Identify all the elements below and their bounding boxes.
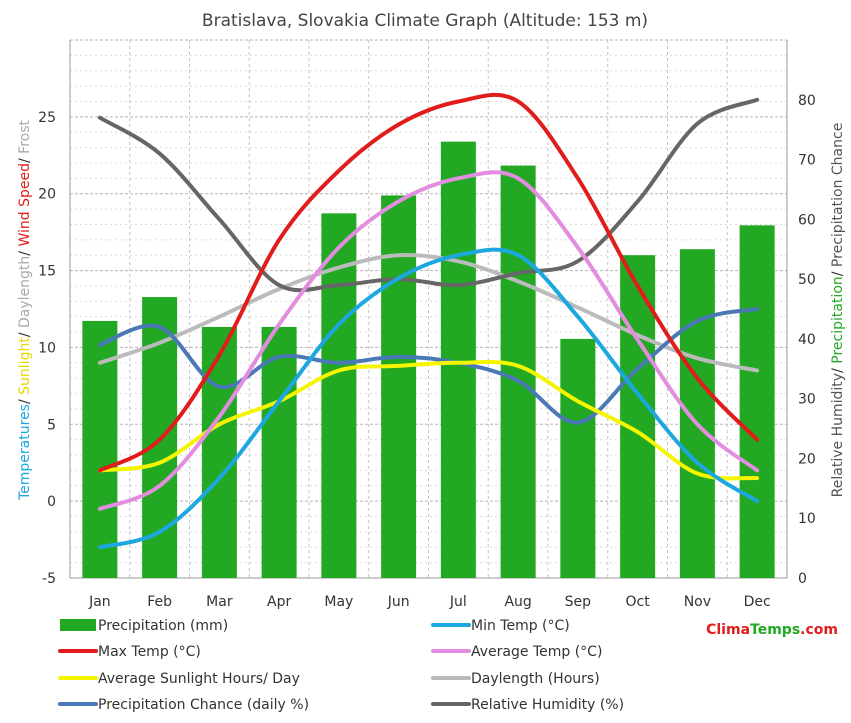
left-axis-label-part-3: / — [17, 328, 33, 337]
right-tick-label: 80 — [798, 93, 816, 109]
line-daylength-hours — [97, 252, 760, 373]
line-average-sunlight-hours-day — [97, 359, 760, 481]
chart-title: Bratislava, Slovakia Climate Graph (Alti… — [202, 11, 648, 31]
gridlines — [69, 39, 788, 579]
right-tick-label: 20 — [798, 451, 816, 467]
left-tick-label: 5 — [47, 417, 56, 433]
legend-item-max-temp-c[interactable]: Max Temp (°C) — [58, 644, 201, 660]
legend-label: Min Temp (°C) — [471, 618, 570, 634]
left-axis-ticks: -5 0 5 10 15 20 25 — [38, 110, 56, 587]
legend-item-average-temp-c[interactable]: Average Temp (°C) — [431, 644, 602, 660]
x-tick-label-mar: Mar — [206, 594, 233, 610]
left-tick-label: 25 — [38, 110, 56, 126]
left-axis-label-part-1: / — [17, 395, 33, 404]
left-tick-label: 10 — [38, 340, 56, 356]
series-lines — [97, 92, 760, 550]
left-axis-label-part-5: / — [17, 247, 33, 256]
x-tick-label-may: May — [324, 594, 353, 610]
legend-label: Average Sunlight Hours/ Day — [98, 671, 300, 687]
x-tick-label-aug: Aug — [504, 594, 531, 610]
legend-label: Precipitation (mm) — [98, 618, 228, 634]
x-tick-label-sep: Sep — [565, 594, 592, 610]
right-tick-label: 70 — [798, 153, 816, 169]
legend-item-average-sunlight-hours-day[interactable]: Average Sunlight Hours/ Day — [58, 671, 300, 687]
line-average-temp-c — [97, 170, 760, 511]
brand-part-3: .com — [800, 622, 838, 638]
x-tick-label-jul: Jul — [449, 594, 467, 610]
left-axis-label-part-8: Frost — [17, 120, 33, 154]
precipitation-bar-may — [321, 213, 357, 578]
right-tick-label: 10 — [798, 511, 816, 527]
brand-logo[interactable]: ClimaTemps.com — [706, 622, 838, 638]
precipitation-bars — [82, 141, 775, 579]
left-tick-label: 0 — [47, 494, 56, 510]
left-tick-label: 15 — [38, 264, 56, 280]
legend-item-precipitation-chance-daily[interactable]: Precipitation Chance (daily %) — [58, 697, 309, 713]
legend-label: Daylength (Hours) — [471, 671, 600, 687]
x-tick-label-dec: Dec — [744, 594, 771, 610]
legend-item-daylength-hours[interactable]: Daylength (Hours) — [431, 671, 600, 687]
line-min-temp-c — [97, 247, 760, 550]
left-axis-label-part-6: Wind Speed — [17, 163, 33, 247]
brand-part-2: Temps — [750, 622, 800, 638]
left-tick-label: 20 — [38, 187, 56, 203]
precipitation-bar-apr — [261, 326, 297, 578]
legend-label: Max Temp (°C) — [98, 644, 201, 660]
precipitation-bar-dec — [739, 225, 775, 579]
precipitation-bar-jun — [381, 195, 417, 578]
legend-item-relative-humidity[interactable]: Relative Humidity (%) — [431, 697, 624, 713]
x-tick-label-feb: Feb — [147, 594, 172, 610]
right-tick-label: 50 — [798, 272, 816, 288]
precipitation-bar-nov — [679, 249, 715, 578]
right-tick-label: 60 — [798, 212, 816, 228]
legend-item-precipitation-mm[interactable]: Precipitation (mm) — [60, 618, 228, 634]
legend-item-min-temp-c[interactable]: Min Temp (°C) — [431, 618, 570, 634]
precipitation-bar-mar — [201, 326, 237, 578]
right-axis-ticks: 0 10 20 30 40 50 60 70 80 — [798, 93, 816, 587]
line-max-temp-c — [97, 92, 760, 473]
x-axis-ticks: Jan Feb Mar Apr May Jun Jul Aug Sep Oct Nov Dec — [88, 594, 771, 610]
right-tick-label: 0 — [798, 571, 807, 587]
right-axis-label-part-2: Precipitation — [830, 276, 846, 364]
x-tick-label-nov: Nov — [684, 594, 711, 610]
x-tick-label-jun: Jun — [387, 594, 410, 610]
right-axis-label: Relative Humidity/ Precipitation/ Precip… — [830, 123, 846, 498]
legend-label: Precipitation Chance (daily %) — [98, 697, 309, 713]
legend-label: Relative Humidity (%) — [471, 697, 624, 713]
right-axis-label-part-4: Precipitation Chance — [830, 123, 846, 267]
right-axis-label-part-0: Relative Humidity — [830, 373, 846, 497]
left-tick-label: -5 — [42, 571, 56, 587]
x-tick-label-apr: Apr — [267, 594, 291, 610]
left-axis-label-part-4: Daylength — [17, 256, 33, 328]
x-tick-label-oct: Oct — [626, 594, 651, 610]
right-tick-label: 30 — [798, 392, 816, 408]
brand-part-1: Clima — [706, 622, 750, 638]
line-relative-humidity — [97, 97, 760, 293]
x-tick-label-jan: Jan — [88, 594, 111, 610]
left-axis-label-part-0: Temperatures — [17, 404, 33, 501]
left-axis-label-part-7: / — [17, 154, 33, 163]
right-tick-label: 40 — [798, 332, 816, 348]
right-axis-label-part-1: / — [830, 364, 846, 373]
legend: Precipitation (mm) Min Temp (°C) Max Temp … — [58, 618, 624, 713]
legend-label: Average Temp (°C) — [471, 644, 602, 660]
precipitation-bar-sep — [560, 338, 596, 578]
left-axis-label: Temperatures/ Sunlight/ Daylength/ Wind … — [17, 120, 33, 501]
left-axis-label-part-2: Sunlight — [17, 337, 33, 395]
legend-swatch — [60, 619, 96, 631]
right-axis-label-part-3: / — [830, 267, 846, 276]
